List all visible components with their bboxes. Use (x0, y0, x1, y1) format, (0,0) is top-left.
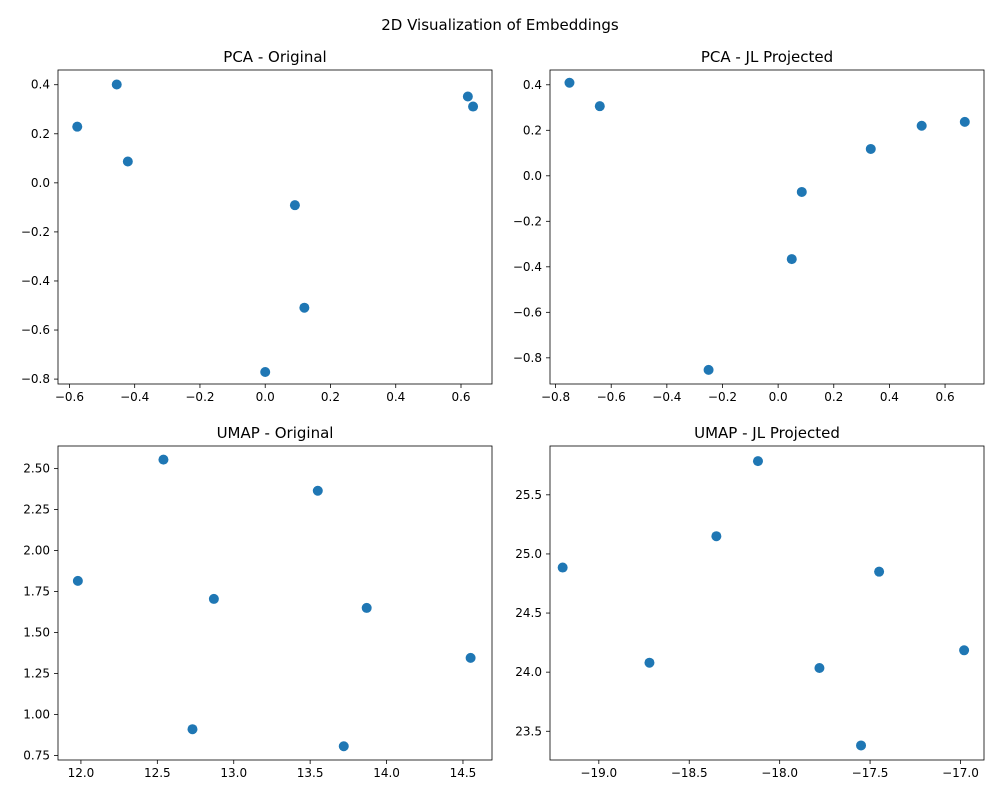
pca-original-axes-frame (57, 69, 493, 385)
pca-jl-projected-ytick-label: −0.6 (513, 305, 542, 319)
pca-original-ytick-label: 0.4 (31, 78, 50, 92)
pca-original-point-4 (299, 302, 310, 313)
figure-suptitle: 2D Visualization of Embeddings (381, 16, 619, 34)
umap-original-xtick-label: 12.5 (144, 766, 171, 780)
umap-original-ytick-label: 1.25 (23, 666, 50, 680)
pca-original-ytick-label: −0.4 (21, 274, 50, 288)
pca-original-point-7 (468, 101, 479, 112)
pca-jl-projected-point-7 (959, 116, 970, 127)
umap-jl-projected-point-5 (856, 740, 867, 751)
pca-original-xtick-label: 0.4 (386, 390, 405, 404)
umap-original-xtick-label: 13.5 (297, 766, 324, 780)
umap-jl-projected-ytick-label: 23.5 (515, 724, 542, 738)
pca-jl-projected-point-1 (594, 101, 605, 112)
pca-jl-projected-ytick-label: 0.4 (523, 78, 542, 92)
umap-jl-projected-point-6 (874, 566, 885, 577)
umap-original-ytick-label: 1.75 (23, 585, 50, 599)
umap-original-ytick-label: 0.75 (23, 748, 50, 762)
subplot-umap-jl-projected: UMAP - JL Projected −19.0 −18.5 −18.0 −17.5 −… (515, 424, 985, 780)
pca-jl-projected-point-5 (865, 143, 876, 154)
pca-jl-projected-point-3 (786, 254, 797, 265)
umap-jl-projected-ytick-label: 24.0 (515, 665, 542, 679)
umap-jl-projected-ytick-label: 24.5 (515, 606, 542, 620)
umap-original-axes-frame (57, 445, 493, 761)
pca-jl-projected-xtick-label: 0.0 (769, 390, 788, 404)
pca-original-point-6 (462, 91, 473, 102)
umap-original-xtick-label: 12.0 (68, 766, 95, 780)
umap-original-point-1 (158, 454, 169, 465)
pca-original-ytick-label: −0.8 (21, 372, 50, 386)
umap-original-ytick-label: 2.00 (23, 544, 50, 558)
pca-jl-projected-point-2 (703, 364, 714, 375)
umap-original-point-6 (361, 602, 372, 613)
umap-jl-projected-axes-frame (549, 445, 985, 761)
subplot-umap-original: UMAP - Original 12.0 12.5 13.0 13.5 14.0 14.5 0… (23, 424, 493, 780)
pca-jl-projected-ytick-label: −0.2 (513, 214, 542, 228)
umap-jl-projected-point-4 (814, 663, 825, 674)
umap-jl-projected-xtick-label: −18.5 (671, 766, 708, 780)
umap-original-point-7 (465, 652, 476, 663)
pca-jl-projected-axes-frame (549, 69, 985, 385)
umap-original-point-0 (72, 575, 83, 586)
pca-jl-projected-xtick-label: −0.8 (541, 390, 570, 404)
subplot-pca-jl-projected: PCA - JL Projected −0.8 −0.6 −0.4 −0.2 0.0 0.2… (513, 48, 985, 404)
umap-original-point-3 (208, 593, 219, 604)
pca-original-point-1 (111, 79, 122, 90)
umap-original-xtick-label: 14.5 (450, 766, 477, 780)
pca-jl-projected-xtick-label: 0.4 (880, 390, 899, 404)
pca-jl-projected-ytick-label: 0.0 (523, 169, 542, 183)
pca-original-point-0 (72, 121, 83, 132)
pca-original-title: PCA - Original (223, 48, 326, 66)
pca-original-point-2 (122, 156, 133, 167)
pca-jl-projected-xtick-label: 0.6 (936, 390, 955, 404)
pca-jl-projected-xtick-label: −0.4 (652, 390, 681, 404)
pca-jl-projected-xtick-label: −0.6 (597, 390, 626, 404)
umap-original-ytick-label: 1.00 (23, 707, 50, 721)
pca-original-xtick-label: 0.6 (451, 390, 470, 404)
pca-jl-projected-point-6 (916, 120, 927, 131)
umap-jl-projected-point-0 (557, 562, 568, 573)
pca-original-point-3 (289, 200, 300, 211)
umap-jl-projected-ytick-label: 25.0 (515, 547, 542, 561)
pca-jl-projected-ytick-label: 0.2 (523, 123, 542, 137)
pca-original-xtick-label: 0.2 (321, 390, 340, 404)
umap-jl-projected-point-1 (644, 657, 655, 668)
umap-jl-projected-ytick-label: 25.5 (515, 488, 542, 502)
umap-original-xtick-label: 14.0 (373, 766, 400, 780)
pca-original-ytick-label: −0.6 (21, 323, 50, 337)
pca-original-ytick-label: 0.2 (31, 127, 50, 141)
umap-original-ytick-label: 2.50 (23, 462, 50, 476)
umap-original-ytick-label: 1.50 (23, 625, 50, 639)
pca-original-ytick-label: −0.2 (21, 225, 50, 239)
umap-jl-projected-xtick-label: −19.0 (580, 766, 617, 780)
umap-original-point-4 (312, 485, 323, 496)
pca-original-xtick-label: −0.2 (185, 390, 214, 404)
umap-jl-projected-point-2 (711, 531, 722, 542)
umap-jl-projected-xtick-label: −17.0 (942, 766, 979, 780)
pca-original-xtick-label: 0.0 (256, 390, 275, 404)
pca-jl-projected-title: PCA - JL Projected (701, 48, 833, 66)
pca-jl-projected-point-4 (796, 186, 807, 197)
pca-original-point-5 (260, 366, 271, 377)
umap-original-point-5 (338, 741, 349, 752)
umap-original-point-2 (187, 724, 198, 735)
umap-jl-projected-point-7 (959, 645, 970, 656)
pca-jl-projected-ytick-label: −0.8 (513, 351, 542, 365)
pca-jl-projected-xtick-label: 0.2 (824, 390, 843, 404)
umap-jl-projected-point-3 (752, 456, 763, 467)
umap-original-xtick-label: 13.0 (220, 766, 247, 780)
pca-jl-projected-point-0 (564, 77, 575, 88)
umap-jl-projected-xtick-label: −17.5 (852, 766, 889, 780)
pca-jl-projected-xtick-label: −0.2 (708, 390, 737, 404)
umap-original-title: UMAP - Original (217, 424, 334, 442)
umap-jl-projected-xtick-label: −18.0 (761, 766, 798, 780)
subplot-pca-original: PCA - Original −0.6 −0.4 −0.2 0.0 0.2 0.4 0.6 −0… (21, 48, 493, 404)
pca-original-xtick-label: −0.4 (120, 390, 149, 404)
umap-original-ytick-label: 2.25 (23, 503, 50, 517)
pca-original-xtick-label: −0.6 (55, 390, 84, 404)
umap-jl-projected-title: UMAP - JL Projected (694, 424, 840, 442)
pca-original-ytick-label: 0.0 (31, 176, 50, 190)
pca-jl-projected-ytick-label: −0.4 (513, 260, 542, 274)
